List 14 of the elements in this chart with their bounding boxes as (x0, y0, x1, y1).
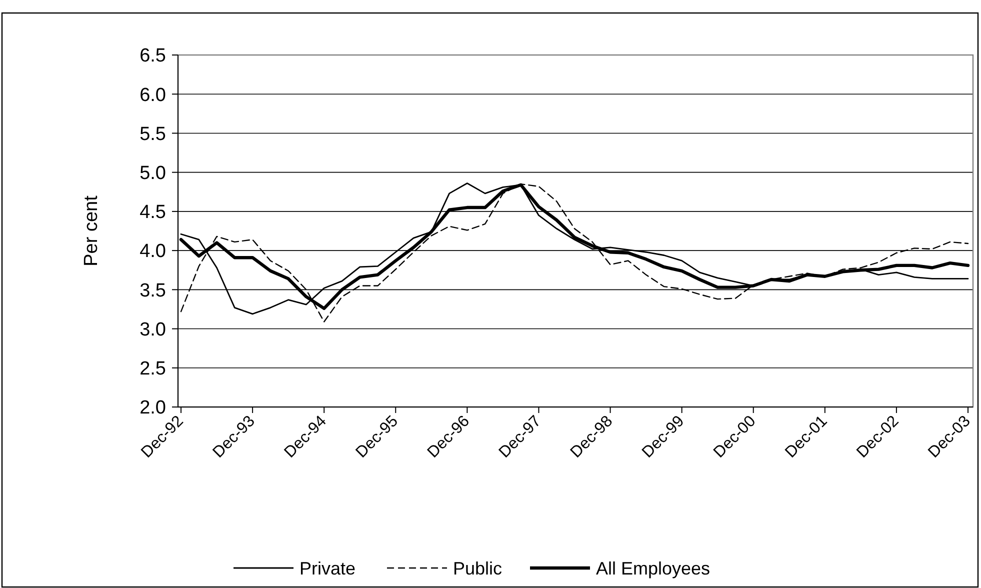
legend-label: All Employees (596, 558, 710, 578)
legend-label: Private (300, 558, 356, 578)
legend-label: Public (453, 558, 502, 578)
y-tick-label: 3.5 (140, 280, 166, 302)
y-tick-label: 6.0 (140, 84, 166, 106)
y-tick-label: 6.5 (140, 46, 166, 67)
y-tick-label: 4.0 (140, 241, 166, 262)
y-axis-title: Per cent (81, 194, 102, 266)
y-tick-label: 3.0 (140, 319, 166, 340)
y-tick-label: 2.0 (140, 398, 166, 419)
y-tick-label: 2.5 (140, 358, 166, 380)
y-tick-label: 4.5 (140, 202, 166, 224)
y-tick-label: 5.5 (140, 124, 166, 145)
y-tick-label: 5.0 (140, 162, 166, 184)
